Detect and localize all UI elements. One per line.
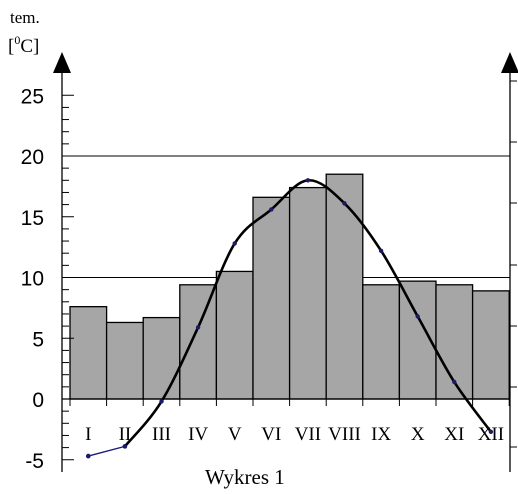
temperature-point	[122, 444, 128, 449]
zero-axis	[62, 398, 510, 406]
temperature-point	[269, 207, 274, 212]
temperature-point	[452, 379, 457, 385]
y-tick-label: 5	[32, 328, 44, 351]
x-tick-label: XI	[444, 424, 464, 445]
x-tick-label: XII	[478, 424, 504, 445]
y-tick-label: 20	[21, 146, 44, 169]
x-tick-label: IV	[188, 424, 208, 445]
temperature-point	[378, 248, 384, 253]
left-axis	[53, 52, 74, 472]
temperature-line	[86, 178, 494, 459]
x-tick-label: III	[152, 424, 171, 445]
dotted-series-line	[88, 445, 126, 457]
temperature-point	[488, 429, 494, 435]
y-axis-label-unit-text: C]	[20, 36, 39, 57]
x-tick-label: I	[85, 424, 91, 445]
y-axis-label-line1: tem.	[10, 8, 40, 27]
x-tick-labels: I II III IV V VI VII VIII IX X XI XII	[85, 424, 504, 445]
temperature-point	[159, 399, 164, 404]
temperature-point	[305, 178, 311, 183]
right-axis	[501, 52, 518, 472]
right-axis-arrow	[501, 52, 518, 73]
temperature-point	[86, 453, 91, 459]
y-axis-label-unit: [0C]	[8, 33, 39, 57]
y-tick-label: 25	[21, 85, 44, 108]
bars	[69, 173, 510, 400]
x-tick-label: X	[411, 424, 425, 445]
bar	[325, 173, 364, 400]
y-tick-label: 10	[21, 268, 44, 291]
bar	[252, 196, 291, 400]
x-tick-label: IX	[371, 424, 391, 445]
x-tick-label: VII	[295, 424, 321, 445]
temperature-point	[342, 201, 347, 206]
left-axis-arrow	[53, 52, 71, 73]
bar	[179, 284, 218, 400]
bar	[471, 290, 510, 400]
bar	[105, 321, 144, 400]
x-tick-label: VI	[261, 424, 281, 445]
bar	[362, 284, 401, 400]
y-tick-label: 0	[32, 389, 44, 412]
temperature-point	[195, 325, 201, 330]
bar	[69, 306, 108, 400]
y-tick-labels: 25 20 15 10 5 0 -5	[21, 85, 44, 473]
x-tick-label: V	[228, 424, 242, 445]
dotted-series	[86, 444, 128, 459]
y-axis-label-open: [	[8, 36, 14, 57]
temperature-point	[415, 314, 420, 319]
y-tick-label: -5	[25, 450, 44, 473]
bar	[142, 316, 181, 400]
chart-caption: Wykres 1	[205, 465, 285, 489]
temperature-point	[232, 241, 237, 246]
bar	[215, 270, 254, 400]
x-tick-label: II	[119, 424, 132, 445]
x-tick-label: VIII	[328, 424, 361, 445]
bar	[288, 186, 327, 400]
y-axis-label-degree: 0	[14, 33, 20, 47]
y-tick-label: 15	[21, 207, 44, 230]
